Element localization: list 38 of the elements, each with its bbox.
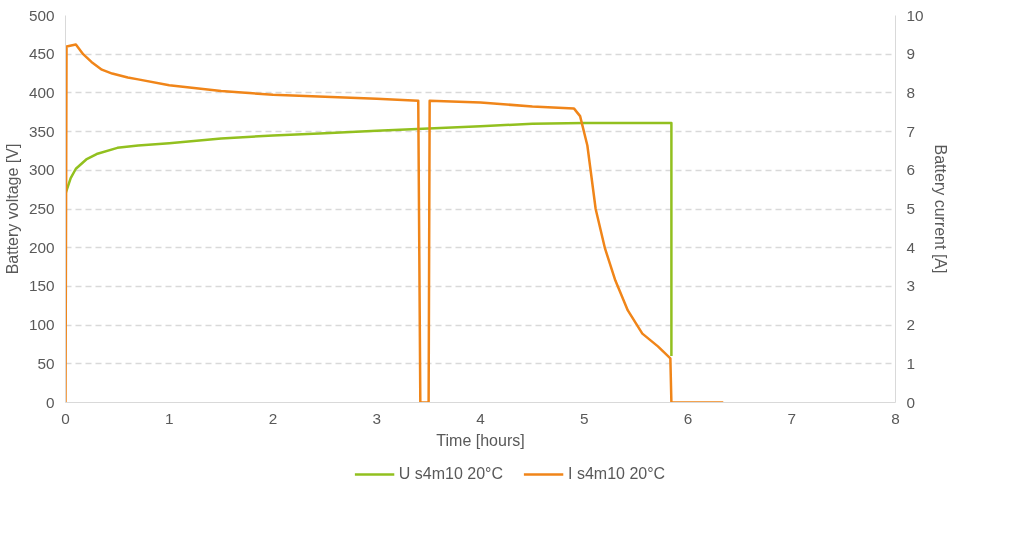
x-tick-label: 0 xyxy=(61,409,70,427)
y-tick-label: 300 xyxy=(28,161,55,179)
y2-tick-label: 5 xyxy=(906,200,916,217)
y2-tick-label: 7 xyxy=(906,122,916,140)
x-tick-label: 1 xyxy=(164,409,174,427)
x-tick-label: 6 xyxy=(683,409,693,427)
x-tick-label: 8 xyxy=(891,409,900,427)
y2-tick-label: 3 xyxy=(906,277,916,295)
x-axis-title: Time [hours] xyxy=(436,431,525,449)
y-tick-label: 100 xyxy=(28,316,55,334)
x-tick-label: 2 xyxy=(268,409,278,427)
y2-tick-label: 4 xyxy=(906,238,916,256)
y2-axis-title: Battery current [A] xyxy=(931,144,949,274)
line-series xyxy=(65,121,673,358)
y-tick-label: 450 xyxy=(28,45,55,63)
line-series xyxy=(65,43,725,403)
y-tick-label: 500 xyxy=(28,6,55,24)
legend-label: I s4m10 20°C xyxy=(568,464,666,483)
y-tick-label: 150 xyxy=(28,277,55,295)
x-tick-label: 7 xyxy=(787,409,797,427)
y2-tick-label: 9 xyxy=(906,45,916,63)
y-tick-label: 200 xyxy=(28,238,55,256)
x-tick-label: 5 xyxy=(579,409,589,427)
y2-tick-label: 10 xyxy=(906,6,924,24)
legend-label: U s4m10 20°C xyxy=(398,464,504,483)
y-tick-label: 0 xyxy=(45,393,55,411)
y2-tick-label: 2 xyxy=(906,316,916,334)
y-tick-label: 50 xyxy=(37,354,55,372)
y2-tick-label: 8 xyxy=(906,83,916,101)
x-tick-label: 3 xyxy=(372,409,382,427)
y-axis-title: Battery voltage [V] xyxy=(3,143,21,275)
y-tick-label: 250 xyxy=(28,200,55,217)
y2-tick-label: 1 xyxy=(906,354,916,372)
y2-tick-label: 0 xyxy=(906,393,916,411)
y2-tick-label: 6 xyxy=(906,161,916,179)
x-tick-label: 4 xyxy=(476,409,486,427)
y-tick-label: 350 xyxy=(28,122,55,140)
y-tick-label: 400 xyxy=(28,83,55,101)
